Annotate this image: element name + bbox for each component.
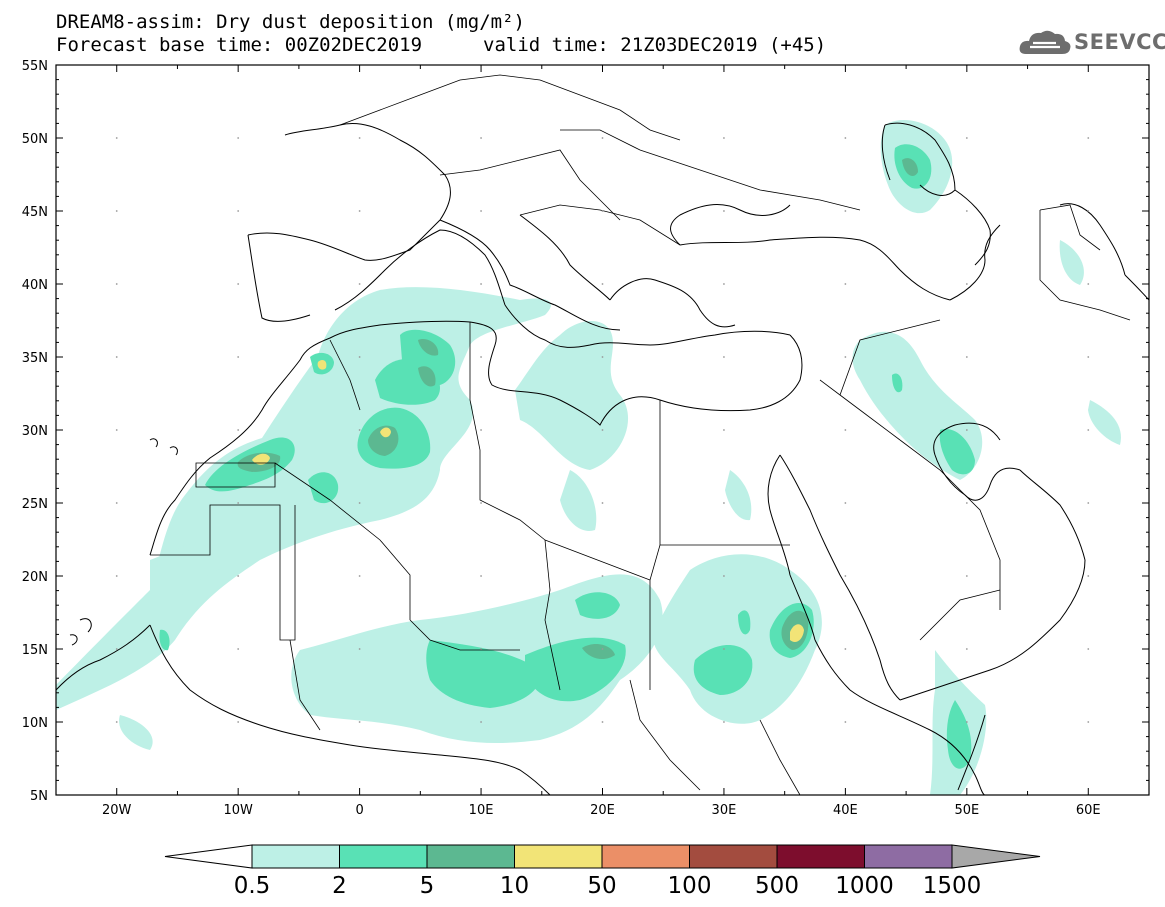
coastlines bbox=[56, 122, 1149, 795]
lat-label: 25N bbox=[22, 497, 48, 512]
lat-label: 15N bbox=[22, 643, 48, 658]
axis-ticks bbox=[55, 64, 1150, 796]
colorbar: 0.5 2 5 10 50 100 500 1000 1500 bbox=[164, 844, 1041, 899]
lat-label: 30N bbox=[22, 424, 48, 439]
colorbar-segment bbox=[601, 844, 690, 869]
lon-label: 0 bbox=[355, 803, 363, 818]
colorbar-label: 1000 bbox=[835, 873, 894, 899]
lat-label: 55N bbox=[22, 59, 48, 74]
colorbar-label: 500 bbox=[755, 873, 799, 899]
lon-label: 30E bbox=[712, 803, 737, 818]
grid-dots bbox=[115, 137, 1090, 723]
colorbar-segment bbox=[514, 844, 603, 869]
lat-label: 50N bbox=[22, 132, 48, 147]
seevccc-logo: SEEVCCC bbox=[1018, 26, 1165, 58]
valid-time: valid time: 21Z03DEC2019 (+45) bbox=[483, 34, 827, 56]
longitude-labels: 20W 10W 0 10E 20E 30E 40E 50E 60E bbox=[102, 803, 1101, 818]
colorbar-label: 10 bbox=[500, 873, 529, 899]
lon-label: 40E bbox=[833, 803, 858, 818]
lat-label: 40N bbox=[22, 278, 48, 293]
lon-label: 50E bbox=[954, 803, 979, 818]
colorbar-label: 2 bbox=[332, 873, 347, 899]
colorbar-label: 50 bbox=[587, 873, 616, 899]
latitude-labels: 55N 50N 45N 40N 35N 30N 25N 20N 15N 10N 5N bbox=[22, 59, 48, 804]
colorbar-label: 5 bbox=[420, 873, 435, 899]
lat-label: 35N bbox=[22, 351, 48, 366]
country-borders bbox=[150, 74, 1131, 795]
colorbar-segment bbox=[251, 844, 340, 869]
lat-label: 10N bbox=[22, 716, 48, 731]
colorbar-segment bbox=[426, 844, 515, 869]
dust-field bbox=[56, 120, 1121, 795]
lon-label: 10W bbox=[223, 803, 253, 818]
lat-label: 45N bbox=[22, 205, 48, 220]
colorbar-label: 0.5 bbox=[234, 873, 271, 899]
map-title: DREAM8-assim: Dry dust deposition (mg/m²… bbox=[56, 11, 525, 33]
logo-text: SEEVCCC bbox=[1074, 30, 1165, 54]
colorbar-segment bbox=[339, 844, 428, 869]
colorbar-under bbox=[164, 844, 253, 869]
colorbar-segment bbox=[689, 844, 778, 869]
forecast-base-time: Forecast base time: 00Z02DEC2019 bbox=[56, 34, 423, 56]
lon-label: 20W bbox=[102, 803, 132, 818]
lon-label: 10E bbox=[469, 803, 494, 818]
colorbar-segment bbox=[864, 844, 953, 869]
colorbar-label: 1500 bbox=[923, 873, 982, 899]
lon-label: 60E bbox=[1076, 803, 1101, 818]
lat-label: 20N bbox=[22, 570, 48, 585]
colorbar-over bbox=[951, 844, 1041, 869]
cloud-icon bbox=[1019, 30, 1071, 54]
lon-label: 20E bbox=[590, 803, 615, 818]
colorbar-label: 100 bbox=[668, 873, 712, 899]
colorbar-segment bbox=[776, 844, 865, 869]
dust-level-10 bbox=[252, 360, 804, 642]
lat-label: 5N bbox=[30, 789, 48, 804]
